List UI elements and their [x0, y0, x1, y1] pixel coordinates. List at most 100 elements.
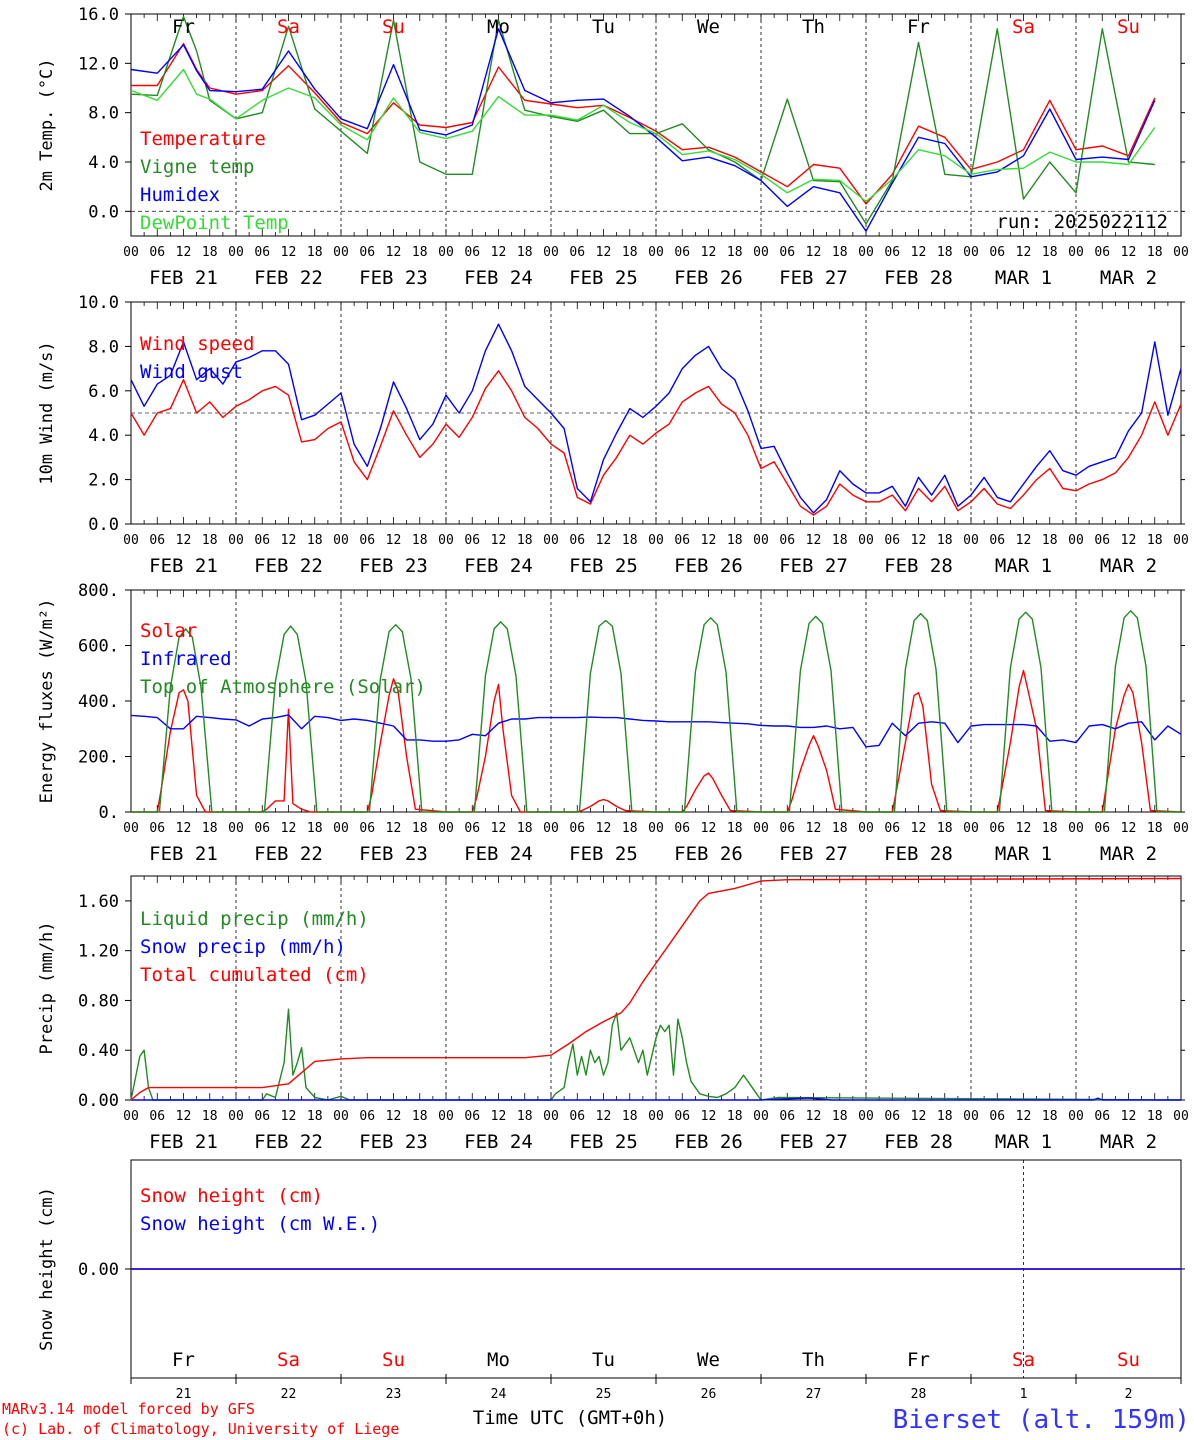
hour-tick-label: 12 [386, 821, 402, 836]
y-axis-label: 2m Temp. (°C) [37, 58, 57, 191]
hour-tick-label: 06 [779, 245, 795, 260]
hour-tick-label: 00 [753, 533, 769, 548]
hour-tick-label: 06 [254, 245, 270, 260]
y-tick-label: 1.20 [78, 942, 119, 962]
panel-3 [125, 589, 1185, 813]
hour-tick-label: 12 [701, 533, 717, 548]
hour-tick-label: 12 [1016, 245, 1032, 260]
y-axis-label: Snow height (cm) [37, 1187, 57, 1351]
hour-tick-label: 06 [884, 821, 900, 836]
day-name: Su [1117, 16, 1140, 38]
snow-day-number: 23 [386, 1387, 402, 1402]
hour-tick-label: 06 [569, 1109, 585, 1124]
snow-day-number: 26 [701, 1387, 717, 1402]
hour-tick-label: 00 [963, 821, 979, 836]
hour-tick-label: 00 [648, 245, 664, 260]
hour-tick-label: 12 [491, 1109, 507, 1124]
hour-tick-label: 18 [1147, 245, 1163, 260]
hour-tick-label: 12 [491, 533, 507, 548]
hour-tick-label: 00 [858, 533, 874, 548]
series-line-liquid-precip-mm-h- [130, 1008, 1182, 1101]
hour-tick-label: 00 [123, 821, 139, 836]
hour-tick-label: 18 [622, 245, 638, 260]
hour-tick-label: 06 [1094, 1109, 1110, 1124]
date-label: FEB 22 [254, 555, 323, 577]
hour-tick-label: 18 [517, 245, 533, 260]
series-line-wind-speed [130, 370, 1182, 516]
hour-tick-label: 12 [911, 245, 927, 260]
hour-tick-label: 00 [123, 533, 139, 548]
hour-tick-label: 00 [858, 821, 874, 836]
hour-tick-label: 00 [753, 1109, 769, 1124]
date-label: FEB 21 [149, 1131, 218, 1153]
hour-tick-label: 18 [517, 533, 533, 548]
y-tick-label: 4.0 [88, 153, 119, 173]
legend-entry: Solar [140, 620, 197, 642]
hour-tick-label: 12 [281, 1109, 297, 1124]
hour-tick-label: 18 [307, 1109, 323, 1124]
hour-tick-label: 18 [1147, 533, 1163, 548]
hour-tick-label: 00 [438, 245, 454, 260]
y-tick-label: 6.0 [88, 382, 119, 402]
date-label: FEB 24 [464, 555, 533, 577]
snow-day-number: 25 [596, 1387, 612, 1402]
hour-tick-label: 06 [569, 821, 585, 836]
hour-tick-label: 12 [806, 245, 822, 260]
y-tick-label: 0.40 [78, 1041, 119, 1061]
hour-tick-label: 06 [989, 1109, 1005, 1124]
hour-tick-label: 12 [1016, 821, 1032, 836]
date-label: FEB 21 [149, 843, 218, 865]
hour-tick-label: 18 [832, 245, 848, 260]
date-label: MAR 2 [1100, 843, 1157, 865]
y-tick-label: 0. [99, 803, 119, 823]
hour-tick-label: 12 [176, 1109, 192, 1124]
hour-tick-label: 12 [806, 1109, 822, 1124]
y-tick-label: 8.0 [88, 337, 119, 357]
y-tick-label: 400. [78, 692, 119, 712]
hour-tick-label: 18 [517, 821, 533, 836]
hour-tick-label: 12 [911, 1109, 927, 1124]
hour-tick-label: 12 [911, 533, 927, 548]
hour-tick-label: 00 [858, 245, 874, 260]
hour-tick-label: 00 [1068, 533, 1084, 548]
y-tick-label: 2.0 [88, 471, 119, 491]
hour-tick-label: 18 [832, 1109, 848, 1124]
date-label: FEB 24 [464, 1131, 533, 1153]
date-label: FEB 26 [674, 267, 743, 289]
snow-day-name: Sa [1012, 1349, 1035, 1371]
hour-tick-label: 18 [307, 821, 323, 836]
hour-tick-label: 12 [596, 821, 612, 836]
hour-tick-label: 18 [937, 821, 953, 836]
hour-tick-label: 00 [648, 533, 664, 548]
hour-tick-label: 12 [701, 245, 717, 260]
y-tick-label: 800. [78, 581, 119, 601]
hour-tick-label: 00 [123, 245, 139, 260]
hour-tick-label: 00 [228, 245, 244, 260]
date-label: FEB 27 [779, 1131, 848, 1153]
hour-tick-label: 12 [1016, 533, 1032, 548]
hour-tick-label: 00 [438, 821, 454, 836]
hour-tick-label: 00 [753, 245, 769, 260]
y-tick-label: 600. [78, 637, 119, 657]
hour-tick-label: 06 [149, 245, 165, 260]
date-label: FEB 25 [569, 555, 638, 577]
panel-2 [125, 301, 1185, 525]
hour-tick-label: 12 [1016, 1109, 1032, 1124]
series-line-snow-precip-mm-h- [131, 1097, 1181, 1101]
hour-tick-label: 06 [359, 1109, 375, 1124]
hour-tick-label: 12 [1121, 821, 1137, 836]
hour-tick-label: 00 [1068, 821, 1084, 836]
hour-tick-label: 00 [438, 1109, 454, 1124]
hour-tick-label: 12 [281, 821, 297, 836]
hour-tick-label: 06 [884, 533, 900, 548]
hour-tick-label: 00 [648, 1109, 664, 1124]
hour-tick-label: 00 [228, 533, 244, 548]
y-axis-label: 10m Wind (m/s) [37, 341, 57, 484]
legend-entry: Liquid precip (mm/h) [140, 908, 369, 930]
y-tick-label: 200. [78, 748, 119, 768]
model-credit: MARv3.14 model forced by GFS [2, 1400, 255, 1418]
hour-tick-label: 00 [1173, 533, 1189, 548]
hour-tick-label: 06 [149, 533, 165, 548]
hour-tick-label: 18 [1042, 533, 1058, 548]
date-label: FEB 23 [359, 555, 428, 577]
